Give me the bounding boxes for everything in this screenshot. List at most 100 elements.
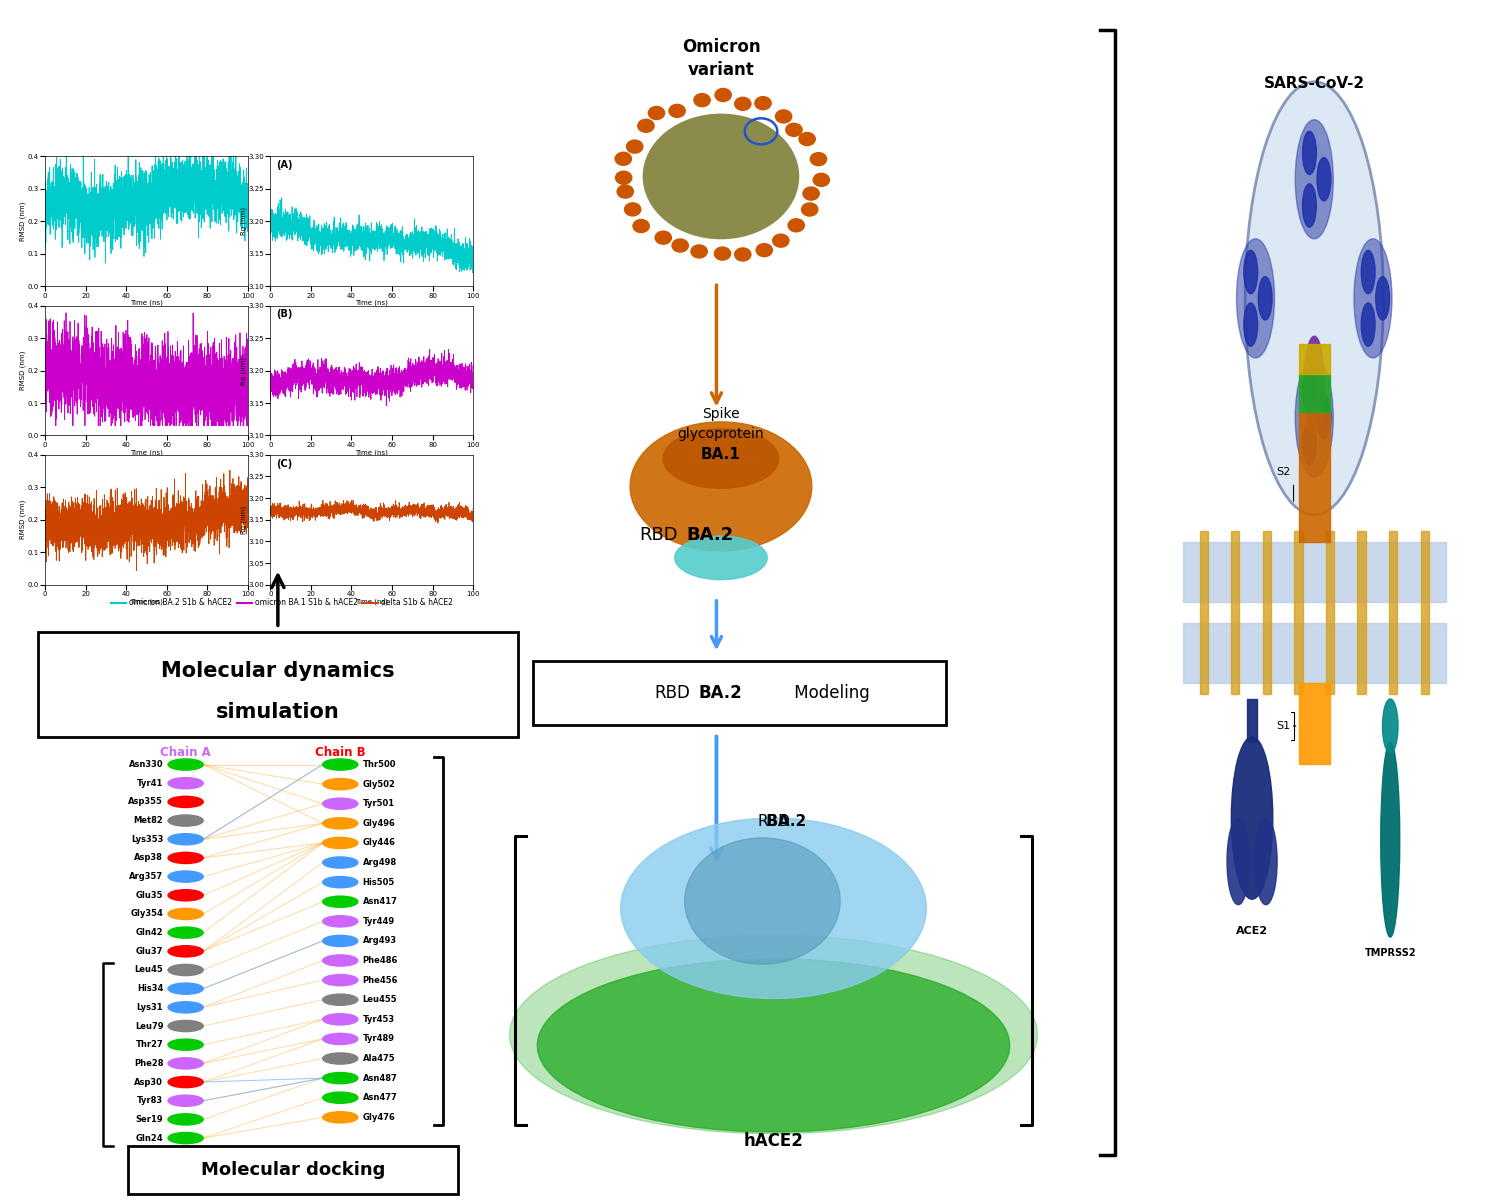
Ellipse shape xyxy=(323,915,357,928)
Bar xyxy=(1358,531,1365,693)
Text: His34: His34 xyxy=(137,984,164,994)
Text: BA.2: BA.2 xyxy=(698,685,742,701)
Circle shape xyxy=(638,119,653,132)
Text: RBD: RBD xyxy=(655,685,691,701)
Ellipse shape xyxy=(168,928,203,938)
Text: TMPRSS2: TMPRSS2 xyxy=(1364,948,1416,958)
Circle shape xyxy=(1295,357,1334,476)
Text: His505: His505 xyxy=(362,878,395,887)
Text: Gly354: Gly354 xyxy=(131,909,164,918)
Ellipse shape xyxy=(168,1095,203,1107)
Circle shape xyxy=(617,185,634,198)
Text: Asp355: Asp355 xyxy=(128,798,164,806)
Y-axis label: Rg (nm): Rg (nm) xyxy=(240,356,246,385)
Circle shape xyxy=(1361,250,1376,294)
Circle shape xyxy=(810,153,826,166)
Ellipse shape xyxy=(1227,818,1250,905)
Bar xyxy=(1326,531,1334,693)
Ellipse shape xyxy=(168,852,203,864)
Text: Thr500: Thr500 xyxy=(362,760,397,769)
Text: Tyr453: Tyr453 xyxy=(362,1015,395,1024)
Ellipse shape xyxy=(1232,736,1272,899)
Text: variant: variant xyxy=(688,61,754,79)
Text: BA.2: BA.2 xyxy=(686,527,733,544)
Bar xyxy=(1232,531,1239,693)
Ellipse shape xyxy=(168,796,203,807)
Text: Arg493: Arg493 xyxy=(362,936,397,946)
Ellipse shape xyxy=(323,1073,357,1084)
Text: Gly496: Gly496 xyxy=(362,819,395,828)
Circle shape xyxy=(789,219,805,232)
Circle shape xyxy=(1236,238,1275,357)
Text: Omicron: Omicron xyxy=(682,38,760,57)
Bar xyxy=(1200,531,1208,693)
Text: BA.1: BA.1 xyxy=(701,446,740,462)
Ellipse shape xyxy=(538,959,1009,1132)
Ellipse shape xyxy=(168,814,203,826)
Ellipse shape xyxy=(620,818,927,998)
Circle shape xyxy=(1244,250,1257,294)
Circle shape xyxy=(1361,303,1374,346)
Text: Lys353: Lys353 xyxy=(131,835,164,843)
Ellipse shape xyxy=(323,778,357,789)
Circle shape xyxy=(775,109,792,123)
Ellipse shape xyxy=(168,871,203,882)
Circle shape xyxy=(694,94,710,107)
Bar xyxy=(1421,531,1428,693)
Circle shape xyxy=(1302,184,1316,227)
Circle shape xyxy=(1302,422,1316,466)
Circle shape xyxy=(1259,277,1272,320)
Circle shape xyxy=(632,219,649,232)
X-axis label: Time (ns): Time (ns) xyxy=(356,598,388,605)
Ellipse shape xyxy=(168,890,203,901)
Circle shape xyxy=(691,245,707,257)
Text: ACE2: ACE2 xyxy=(1236,926,1268,936)
Text: simulation: simulation xyxy=(216,703,339,722)
Text: Tyr41: Tyr41 xyxy=(137,778,164,788)
Text: Asn477: Asn477 xyxy=(362,1094,398,1102)
Text: Arg498: Arg498 xyxy=(362,858,397,867)
Ellipse shape xyxy=(323,877,357,888)
Text: Ala475: Ala475 xyxy=(362,1054,395,1063)
FancyBboxPatch shape xyxy=(128,1145,458,1195)
Circle shape xyxy=(671,239,688,251)
X-axis label: Time (ns): Time (ns) xyxy=(131,300,162,307)
Text: Leu45: Leu45 xyxy=(135,966,164,974)
Ellipse shape xyxy=(509,936,1038,1133)
Y-axis label: Rg (nm): Rg (nm) xyxy=(240,207,246,236)
Circle shape xyxy=(734,248,751,261)
Ellipse shape xyxy=(1382,699,1398,753)
Ellipse shape xyxy=(323,818,357,829)
Text: Asp30: Asp30 xyxy=(134,1078,164,1086)
Circle shape xyxy=(1244,303,1257,346)
Text: Tyr501: Tyr501 xyxy=(362,799,395,808)
Circle shape xyxy=(786,123,802,136)
Text: Gln42: Gln42 xyxy=(135,929,164,937)
Ellipse shape xyxy=(323,837,357,848)
Text: SARS-CoV-2: SARS-CoV-2 xyxy=(1263,76,1365,91)
Text: Tyr489: Tyr489 xyxy=(362,1035,395,1043)
Bar xyxy=(1299,411,1329,541)
Ellipse shape xyxy=(323,1014,357,1025)
Circle shape xyxy=(802,203,817,217)
Circle shape xyxy=(715,247,730,260)
Ellipse shape xyxy=(323,994,357,1006)
Circle shape xyxy=(1295,119,1334,238)
Circle shape xyxy=(626,140,643,153)
Ellipse shape xyxy=(323,798,357,810)
Text: RBD: RBD xyxy=(757,814,790,829)
Text: RBD: RBD xyxy=(640,527,677,544)
Ellipse shape xyxy=(168,1039,203,1050)
Text: Glu35: Glu35 xyxy=(135,890,164,900)
Circle shape xyxy=(799,132,816,146)
Ellipse shape xyxy=(168,1077,203,1088)
Text: Gly446: Gly446 xyxy=(362,838,395,847)
Circle shape xyxy=(616,171,632,184)
Circle shape xyxy=(1376,277,1389,320)
Text: (B): (B) xyxy=(276,309,293,320)
Circle shape xyxy=(772,235,789,247)
Ellipse shape xyxy=(323,955,357,966)
Ellipse shape xyxy=(168,1002,203,1013)
Text: BA.2: BA.2 xyxy=(740,814,807,829)
Text: Ser19: Ser19 xyxy=(135,1115,164,1124)
